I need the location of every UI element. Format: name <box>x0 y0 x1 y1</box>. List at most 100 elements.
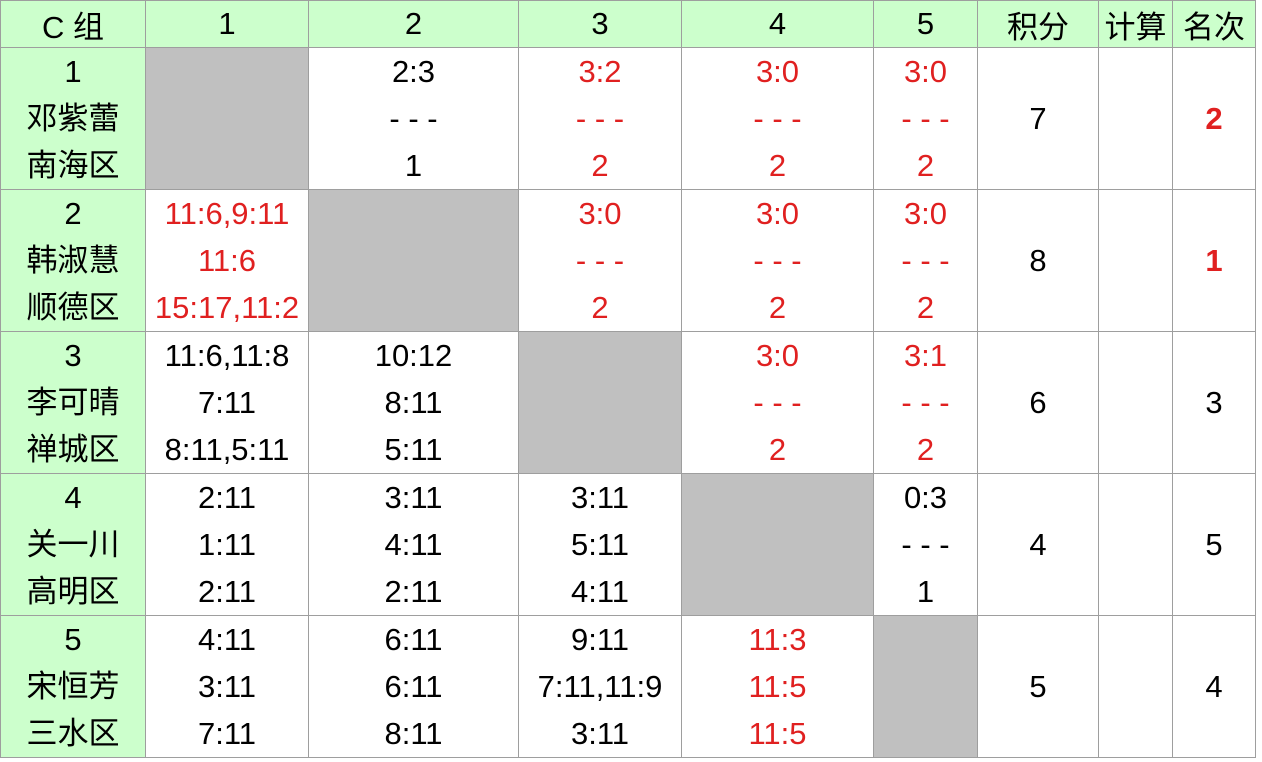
match-line: 3:2 <box>578 54 622 89</box>
match-line: 2 <box>768 290 787 325</box>
header-cell: 3 <box>518 0 682 48</box>
match-line: 4:11 <box>570 574 630 609</box>
match-cell: 3:11 5:11 4:11 <box>518 473 682 616</box>
player-district: 禅城区 <box>26 432 120 467</box>
match-line: 6:11 <box>384 669 443 704</box>
match-line: 11:5 <box>748 716 807 751</box>
match-line: 11:3 <box>748 622 807 657</box>
match-cell: 6:11 6:11 8:11 <box>308 615 519 758</box>
match-line: 1 <box>404 148 423 183</box>
player-row: 3 李可晴 禅城区 11:6,11:8 7:11 8:11,5:11 10:12 8:11 5:… <box>0 331 1256 474</box>
match-line: 3:11 <box>384 480 443 515</box>
header-cell: 5 <box>873 0 978 48</box>
match-line: 2 <box>591 148 609 183</box>
player-row: 2 韩淑慧顺德区 11:6,9:11 11:6 15:17,11:2 3:0 - - - 2 3… <box>0 189 1256 332</box>
match-line: 3:0 <box>903 54 948 89</box>
match-line: - - - <box>901 385 950 420</box>
player-number: 1 <box>64 54 82 89</box>
match-line: - - - <box>389 101 438 136</box>
match-line: 2 <box>591 290 609 325</box>
match-line: - - - <box>901 243 950 278</box>
match-cell: 3:0 - - - 2 <box>681 189 874 332</box>
player-district: 顺德区 <box>26 290 120 325</box>
match-line: 9:11 <box>570 622 630 657</box>
player-number: 3 <box>64 338 82 373</box>
player-cell: 1 邓紫蕾 南海区 <box>0 47 146 190</box>
self-cell <box>873 615 978 758</box>
match-line: 2 <box>768 148 787 183</box>
match-line: 2 <box>916 290 935 325</box>
match-cell: 11:3 11:5 11:5 <box>681 615 874 758</box>
match-line: 7:11,11:9 <box>537 669 663 704</box>
match-line: 15:17,11:2 <box>154 290 300 325</box>
match-line: 0:3 <box>903 480 948 515</box>
header-cell: 计算 <box>1098 0 1173 48</box>
rank-cell: 4 <box>1172 615 1256 758</box>
match-cell: 11:6,11:8 7:11 8:11,5:11 <box>145 331 309 474</box>
match-line: 5:11 <box>384 432 443 467</box>
match-cell: 2:11 1:11 2:11 <box>145 473 309 616</box>
match-cell: 3:0 - - - 2 <box>518 189 682 332</box>
player-number: 4 <box>64 480 82 515</box>
match-line: 7:11 <box>197 716 257 751</box>
match-cell: 9:11 7:11,11:9 3:11 <box>518 615 682 758</box>
match-cell: 3:1 - - - 2 <box>873 331 978 474</box>
match-line: 3:0 <box>578 196 622 231</box>
match-line: 8:11 <box>384 716 443 751</box>
player-name: 韩淑慧 <box>26 243 120 278</box>
player-cell: 3 李可晴 禅城区 <box>0 331 146 474</box>
points-cell: 6 <box>977 331 1099 474</box>
player-number: 2 <box>64 196 82 231</box>
calc-cell <box>1098 331 1173 474</box>
header-row: C 组 1 2 3 4 5 积分 计算 名次 <box>0 0 1256 48</box>
match-line: 10:12 <box>374 338 453 373</box>
player-cell: 5 宋恒芳 三水区 <box>0 615 146 758</box>
match-cell: 3:0 - - - 2 <box>681 331 874 474</box>
header-cell: 1 <box>145 0 309 48</box>
self-cell <box>145 47 309 190</box>
header-cell: 名次 <box>1172 0 1256 48</box>
header-cell: 积分 <box>977 0 1099 48</box>
match-cell: 10:12 8:11 5:11 <box>308 331 519 474</box>
player-row: 4 关一川 高明区 2:11 1:11 2:11 3:11 4:11 2:11 3:11 5:11 4… <box>0 473 1256 616</box>
match-line: 3:0 <box>903 196 948 231</box>
calc-cell <box>1098 473 1173 616</box>
player-row: 5 宋恒芳 三水区 4:11 3:11 7:11 6:11 6:11 8:11 9:11 7:11,… <box>0 615 1256 758</box>
match-cell: 3:11 4:11 2:11 <box>308 473 519 616</box>
match-line: - - - <box>575 243 625 278</box>
match-line: 2 <box>768 432 787 467</box>
match-line: - - - <box>901 527 950 562</box>
match-line: 3:1 <box>903 338 948 373</box>
match-cell: 11:6,9:11 11:6 15:17,11:2 <box>145 189 309 332</box>
rank-cell: 2 <box>1172 47 1256 190</box>
rank-cell: 5 <box>1172 473 1256 616</box>
match-line: 2 <box>916 432 935 467</box>
match-line: 8:11 <box>384 385 443 420</box>
match-line: 11:5 <box>748 669 807 704</box>
calc-cell <box>1098 47 1173 190</box>
match-line: - - - <box>753 101 802 136</box>
match-cell: 2:3 - - - 1 <box>308 47 519 190</box>
match-line: 11:6 <box>197 243 257 278</box>
rank-cell: 1 <box>1172 189 1256 332</box>
player-name: 关一川 <box>26 527 120 562</box>
match-line: 2:3 <box>391 54 436 89</box>
match-line: - - - <box>753 385 802 420</box>
self-cell <box>518 331 682 474</box>
match-line: 3:0 <box>755 338 800 373</box>
match-line: - - - <box>575 101 625 136</box>
points-cell: 4 <box>977 473 1099 616</box>
match-line: 3:11 <box>570 480 630 515</box>
player-name: 邓紫蕾 <box>26 101 120 136</box>
match-line: 11:6,9:11 <box>164 196 290 231</box>
match-line: 3:0 <box>755 196 800 231</box>
match-line: 4:11 <box>384 527 443 562</box>
match-cell: 3:2 - - - 2 <box>518 47 682 190</box>
match-cell: 0:3 - - - 1 <box>873 473 978 616</box>
match-line: 5:11 <box>570 527 630 562</box>
match-cell: 3:0 - - - 2 <box>873 189 978 332</box>
match-line: 3:0 <box>755 54 800 89</box>
header-cell: 2 <box>308 0 519 48</box>
match-line: 11:6,11:8 <box>164 338 290 373</box>
